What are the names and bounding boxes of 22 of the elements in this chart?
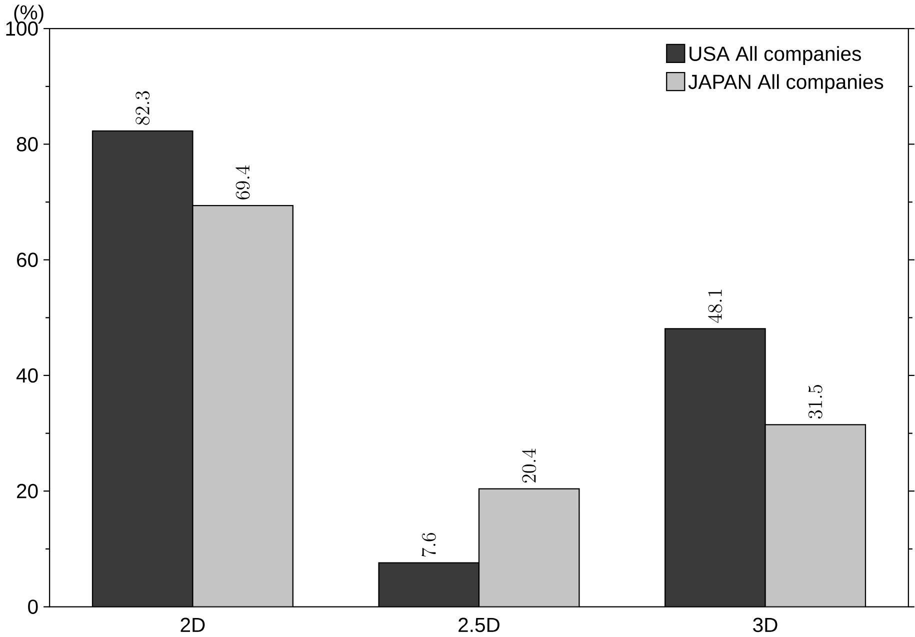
data-label: 7.6 [422,533,436,557]
bar [664,328,766,607]
data-label: 69.4 [236,166,250,200]
y-tick-label: 60 [17,252,38,268]
data-label: 82.3 [136,91,150,125]
data-label: 20.4 [522,448,536,483]
y-tick-label: 0 [28,600,38,614]
bar [92,130,194,607]
x-tick-label: 2D [180,618,205,632]
x-tick-label: 2.5D [458,618,500,632]
bar [764,424,866,607]
data-label: 48. 1 [708,290,722,323]
y-tick-label: 40 [16,368,38,383]
legend-label: USA All companies [690,46,861,66]
legend-label: JAPAN All companies [688,74,884,94]
y-tick-label: 20 [17,484,38,498]
bar [478,488,580,607]
y-tick-label: 80 [16,137,38,152]
data-label: 31 .5 [808,385,822,419]
bar [378,562,480,607]
bar [192,205,294,607]
x-tick-label: 3D [753,618,778,632]
